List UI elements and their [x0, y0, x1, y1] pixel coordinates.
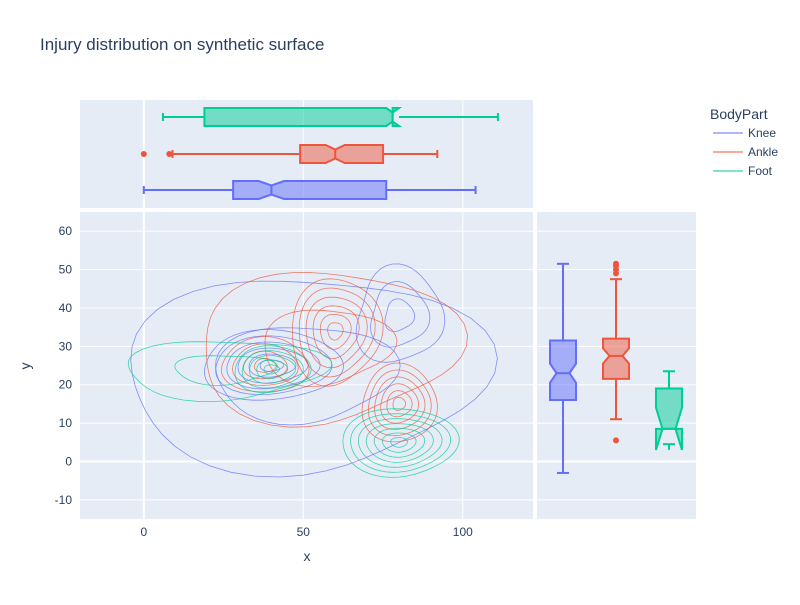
box-body	[203, 107, 403, 127]
y-tick-label: 40	[59, 301, 73, 315]
x-axis-label: x	[304, 548, 311, 564]
contour-line-foot	[365, 423, 434, 463]
legend-item-knee: Knee	[713, 126, 776, 140]
legend-item-ankle: Ankle	[713, 145, 778, 159]
contour-line-foot	[256, 359, 289, 380]
x-tick-label: 0	[140, 525, 147, 539]
contour-line-ankle	[242, 350, 288, 380]
contour-line-ankle	[305, 296, 368, 369]
contour-layer	[127, 263, 498, 478]
top-box-foot	[161, 107, 499, 127]
contour-line-foot	[382, 432, 417, 453]
contour-line-ankle	[232, 343, 299, 386]
x-tick-label: 50	[297, 525, 311, 539]
y-tick-label: 50	[59, 263, 73, 277]
contour-line-ankle	[327, 322, 344, 341]
right-box-foot	[655, 370, 683, 451]
chart-title: Injury distribution on synthetic surface	[40, 35, 324, 54]
box-outlier	[613, 437, 619, 444]
legend-label: Foot	[748, 164, 773, 178]
y-tick-label: 30	[59, 339, 73, 353]
contour-line-foot	[234, 345, 312, 393]
contour-line-foot	[342, 408, 460, 478]
x-tick-label: 100	[453, 525, 473, 539]
box-outlier	[166, 151, 173, 157]
contour-line-foot	[390, 437, 408, 448]
contour-line-foot	[174, 355, 279, 386]
y-tick-label: 10	[59, 416, 73, 430]
legend-item-foot: Foot	[713, 164, 773, 178]
contour-line-ankle	[319, 313, 352, 350]
box-outlier	[613, 260, 619, 267]
contour-line-ankle	[312, 305, 360, 360]
box-body	[299, 144, 385, 164]
box-body	[655, 387, 683, 451]
contour-line-knee	[384, 298, 416, 332]
y-tick-label: 20	[59, 378, 73, 392]
contour-line-foot	[358, 418, 443, 468]
contour-line-knee	[204, 329, 345, 401]
contour-line-foot	[350, 413, 452, 473]
right-box-knee	[549, 262, 577, 474]
y-tick-label: 60	[59, 224, 73, 238]
contour-line-knee	[215, 327, 401, 426]
contour-line-ankle	[292, 278, 384, 387]
contour-line-foot	[249, 355, 296, 384]
y-tick-label: -10	[55, 493, 73, 507]
legend-label: Ankle	[748, 145, 778, 159]
contour-line-foot	[241, 350, 304, 389]
y-axis-label: y	[17, 363, 33, 370]
contour-line-knee	[259, 359, 285, 372]
contour-line-ankle	[220, 336, 310, 393]
contour-line-ankle	[298, 287, 376, 378]
legend-label: Knee	[748, 126, 776, 140]
contour-line-foot	[373, 427, 426, 458]
contour-line-knee	[370, 281, 431, 348]
y-tick-label: 0	[65, 454, 72, 468]
contour-line-foot	[263, 364, 280, 375]
legend-title: BodyPart	[710, 106, 768, 122]
contour-line-ankle	[253, 357, 277, 373]
box-body	[602, 337, 630, 380]
contour-line-ankle	[361, 362, 438, 443]
contour-line-knee	[237, 347, 309, 384]
main-plot-background	[80, 212, 533, 519]
box-outlier	[140, 151, 147, 157]
top-box-ankle	[140, 144, 439, 164]
top-box-knee	[142, 180, 477, 200]
box-body	[232, 180, 388, 200]
box-body	[549, 339, 577, 402]
right-box-ankle	[602, 260, 630, 444]
